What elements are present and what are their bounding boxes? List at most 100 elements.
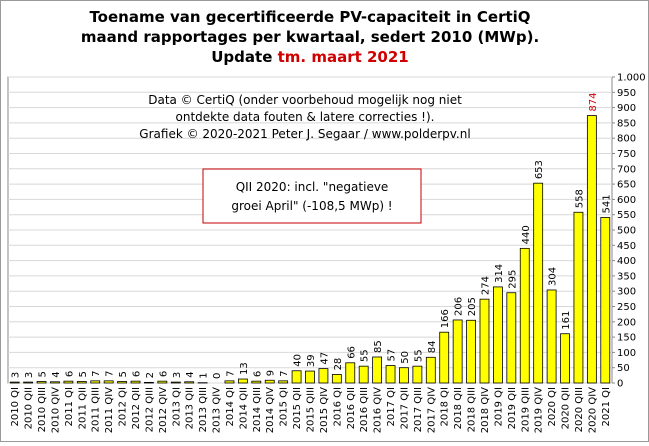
value-label: 7 (105, 370, 116, 376)
x-tick-label: 2020 QIII (574, 387, 585, 432)
x-tick-label: 2019 QIII (520, 387, 531, 432)
bar (158, 381, 167, 383)
value-label: 5 (118, 371, 129, 377)
annotation: Data © CertiQ (onder voorbehoud mogelijk… (148, 93, 462, 107)
y-tick-label: 400 (617, 256, 636, 267)
x-tick-label: 2015 QIV (319, 387, 330, 433)
value-label: 7 (91, 370, 102, 376)
x-tick-label: 2013 QIV (212, 387, 223, 433)
x-tick-label: 2018 QI (440, 387, 451, 426)
x-tick-label: 2012 QIV (158, 387, 169, 433)
y-tick-label: 0 (617, 379, 623, 390)
value-label: 2 (145, 372, 156, 378)
value-label: 6 (252, 371, 263, 377)
x-tick-label: 2012 QI (118, 387, 129, 426)
x-tick-label: 2014 QI (225, 387, 236, 426)
y-tick-label: 700 (617, 164, 636, 175)
y-tick-label: 250 (617, 302, 636, 313)
value-label: 7 (225, 370, 236, 376)
x-tick-label: 2014 QII (238, 387, 249, 429)
bar (399, 368, 408, 383)
x-tick-label: 2016 QIII (359, 387, 370, 432)
y-tick-label: 200 (617, 317, 636, 328)
x-tick-label: 2019 QII (507, 387, 518, 429)
value-label: 206 (454, 297, 465, 316)
y-tick-label: 150 (617, 333, 636, 344)
x-tick-label: 2012 QII (131, 387, 142, 429)
x-tick-label: 2010 QIV (50, 387, 61, 433)
bar (440, 332, 449, 383)
bar (225, 381, 234, 383)
value-label: 0 (212, 373, 223, 379)
y-tick-label: 450 (617, 241, 636, 252)
bar (467, 320, 476, 383)
x-tick-label: 2010 QI (10, 387, 21, 426)
value-label: 5 (38, 371, 49, 377)
x-tick-label: 2015 QI (279, 387, 290, 426)
value-label: 274 (480, 276, 491, 295)
value-label: 84 (427, 341, 438, 354)
x-tick-label: 2018 QII (453, 387, 464, 429)
note-box (203, 169, 421, 223)
bar (292, 371, 301, 383)
bar (359, 366, 368, 383)
note-text: QII 2020: incl. "negatieve (236, 180, 389, 194)
x-tick-label: 2013 QIII (198, 387, 209, 432)
value-label: 5 (78, 371, 89, 377)
value-label: 161 (561, 311, 572, 330)
y-tick-label: 750 (617, 149, 636, 160)
bar (453, 320, 462, 383)
x-tick-label: 2010 QIII (37, 387, 48, 432)
bar (332, 374, 341, 383)
value-label: 4 (51, 371, 62, 377)
bar (480, 299, 489, 383)
y-tick-label: 100 (617, 348, 636, 359)
bar (91, 381, 100, 383)
bar (131, 381, 140, 383)
value-label: 6 (132, 371, 143, 377)
bar (185, 382, 194, 383)
bar (77, 381, 86, 383)
value-label: 85 (373, 340, 384, 353)
update-prefix: Update (211, 48, 272, 66)
bar (426, 357, 435, 383)
x-tick-label: 2019 QI (493, 387, 504, 426)
x-tick-label: 2017 QII (399, 387, 410, 429)
bar (587, 116, 596, 383)
bar (520, 248, 529, 383)
bar (64, 381, 73, 383)
value-label: 1 (199, 372, 210, 378)
x-tick-label: 2018 QIV (480, 387, 491, 433)
bar (346, 363, 355, 383)
bar (547, 290, 556, 383)
x-tick-label: 2013 QI (171, 387, 182, 426)
x-tick-label: 2020 QIV (587, 387, 598, 433)
y-tick-label: 1.000 (617, 73, 646, 84)
value-label: 541 (601, 194, 612, 213)
value-label: 7 (279, 370, 290, 376)
bar (319, 369, 328, 383)
y-tick-label: 800 (617, 134, 636, 145)
x-tick-label: 2014 QIII (252, 387, 263, 432)
x-tick-label: 2015 QII (292, 387, 303, 429)
value-label: 205 (467, 297, 478, 316)
value-label: 6 (64, 371, 75, 377)
chart-title: maand rapportages per kwartaal, sedert 2… (81, 28, 539, 46)
value-label: 50 (400, 351, 411, 364)
x-tick-label: 2012 QIII (144, 387, 155, 432)
bar (118, 381, 127, 383)
value-label: 55 (413, 349, 424, 362)
bar (252, 381, 261, 383)
chart-title: Toename van gecertificeerde PV-capacitei… (89, 8, 530, 26)
value-label: 558 (574, 189, 585, 208)
bar (493, 287, 502, 383)
value-label: 13 (239, 362, 250, 375)
x-tick-label: 2021 QI (601, 387, 612, 426)
bar (10, 382, 19, 383)
x-tick-label: 2017 QI (386, 387, 397, 426)
x-tick-label: 2011 QIV (104, 387, 115, 433)
bar (24, 382, 33, 383)
bar (574, 212, 583, 383)
x-tick-label: 2010 QII (24, 387, 35, 429)
